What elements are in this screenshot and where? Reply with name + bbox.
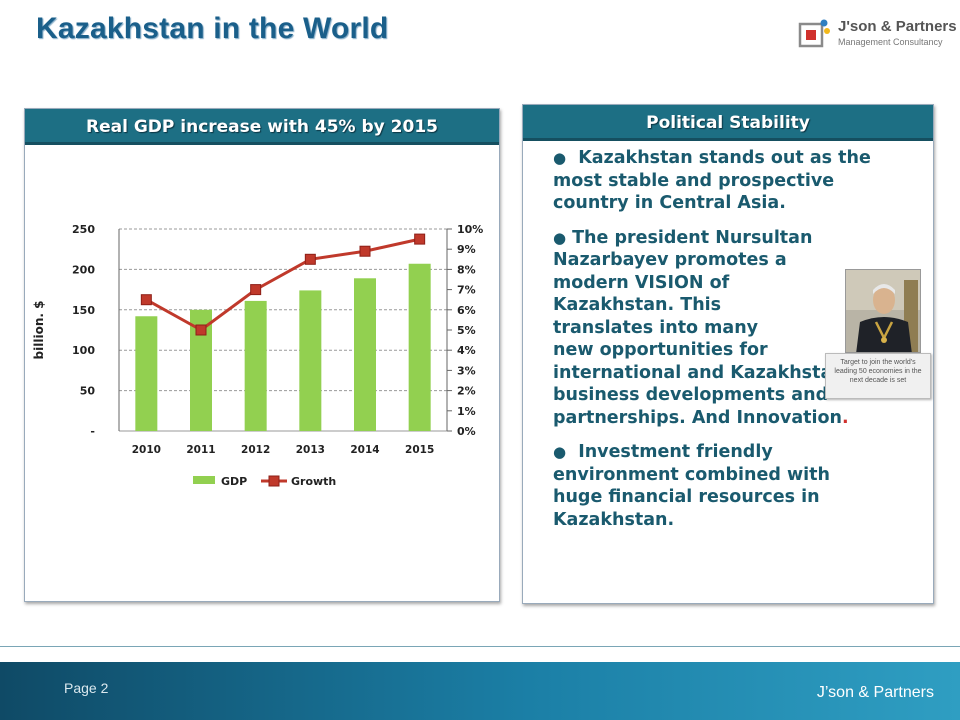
x-tick-label: 2010 xyxy=(132,444,161,456)
bullet-text: Investment friendly environment combined… xyxy=(553,442,830,530)
point-growth xyxy=(415,234,425,244)
stability-panel-header: Political Stability xyxy=(523,105,933,141)
y2-tick-label: 10% xyxy=(457,223,483,236)
political-stability-panel: Political Stability ● Kazakhstan stands … xyxy=(522,104,934,604)
x-tick-label: 2012 xyxy=(241,444,270,456)
gdp-growth-chart: - 50 100 150 200 250 0% 1% 2% 3% 4% 5% 6% 7% 8% 9% 10% bi… xyxy=(25,145,499,601)
bullet-dot-icon: ● xyxy=(553,229,566,247)
point-growth xyxy=(251,285,261,295)
bullet-line: modern VISION of xyxy=(553,272,873,295)
y-tick-label: 200 xyxy=(72,263,95,276)
bullet-line: partnerships. And Innovation xyxy=(553,408,842,428)
y-tick-label: 150 xyxy=(72,304,95,317)
president-photo xyxy=(845,269,921,353)
point-growth xyxy=(196,325,206,335)
president-portrait-icon xyxy=(846,270,921,353)
logo-subtitle: Management Consultancy xyxy=(838,37,943,47)
logo-mark-icon xyxy=(798,18,832,52)
photo-caption: Target to join the world's leading 50 ec… xyxy=(825,353,931,399)
bar-gdp xyxy=(409,264,431,431)
y2-tick-label: 3% xyxy=(457,364,476,377)
bullet-text: Kazakhstan stands out as the most stable… xyxy=(553,148,871,213)
y2-tick-label: 2% xyxy=(457,385,476,398)
slide-title: Kazakhstan in the World xyxy=(36,12,388,46)
y-axis-label: billion. $ xyxy=(32,301,46,360)
y2-tick-label: 4% xyxy=(457,344,476,357)
y-tick-label: 50 xyxy=(80,385,96,398)
bullet-line: translates into many xyxy=(553,317,873,340)
bar-gdp xyxy=(354,278,376,431)
y-tick-label: 100 xyxy=(72,344,95,357)
x-tick-label: 2014 xyxy=(350,444,379,456)
y2-tick-label: 7% xyxy=(457,284,476,297)
red-period: . xyxy=(842,408,849,428)
bar-gdp xyxy=(245,301,267,431)
y2-tick-label: 5% xyxy=(457,324,476,337)
footer-divider xyxy=(0,646,960,647)
legend-swatch-gdp xyxy=(193,476,215,484)
legend-swatch-growth-marker xyxy=(269,476,279,486)
line-growth xyxy=(146,239,419,330)
footer-brand: J’son & Partners xyxy=(817,684,934,702)
bullet-line: The president Nursultan xyxy=(572,228,812,248)
bar-gdp xyxy=(135,316,157,431)
page-number: Page 2 xyxy=(64,680,108,696)
bullet-line: Nazarbayev promotes a xyxy=(553,249,873,272)
logo-name: J'son & Partners xyxy=(838,18,957,35)
point-growth xyxy=(305,254,315,264)
y2-tick-label: 6% xyxy=(457,304,476,317)
bullet-list: ● Kazakhstan stands out as the most stab… xyxy=(553,147,893,543)
bar-gdp xyxy=(299,290,321,431)
gdp-chart-panel: Real GDP increase with 45% by 2015 - 50 10… xyxy=(24,108,500,602)
point-growth xyxy=(360,246,370,256)
bullet-dot-icon: ● xyxy=(553,443,566,461)
y-tick-label: 250 xyxy=(72,223,95,236)
legend-label-growth: Growth xyxy=(291,475,336,488)
bullet-dot-icon: ● xyxy=(553,149,566,167)
bullet-line: Kazakhstan. This xyxy=(553,294,873,317)
y2-tick-label: 1% xyxy=(457,405,476,418)
y2-tick-label: 9% xyxy=(457,243,476,256)
x-tick-label: 2015 xyxy=(405,444,434,456)
y2-tick-label: 8% xyxy=(457,263,476,276)
bullet-item-stability: ● Kazakhstan stands out as the most stab… xyxy=(553,147,893,215)
legend-label-gdp: GDP xyxy=(221,475,247,488)
x-tick-label: 2011 xyxy=(186,444,215,456)
company-logo: J'son & Partners Management Consultancy xyxy=(798,14,948,54)
bullet-item-investment: ● Investment friendly environment combin… xyxy=(553,441,873,531)
y2-tick-label: 0% xyxy=(457,425,476,438)
point-growth xyxy=(141,295,151,305)
y-tick-label: - xyxy=(90,425,95,438)
gdp-panel-header: Real GDP increase with 45% by 2015 xyxy=(25,109,499,145)
x-tick-label: 2013 xyxy=(296,444,325,456)
